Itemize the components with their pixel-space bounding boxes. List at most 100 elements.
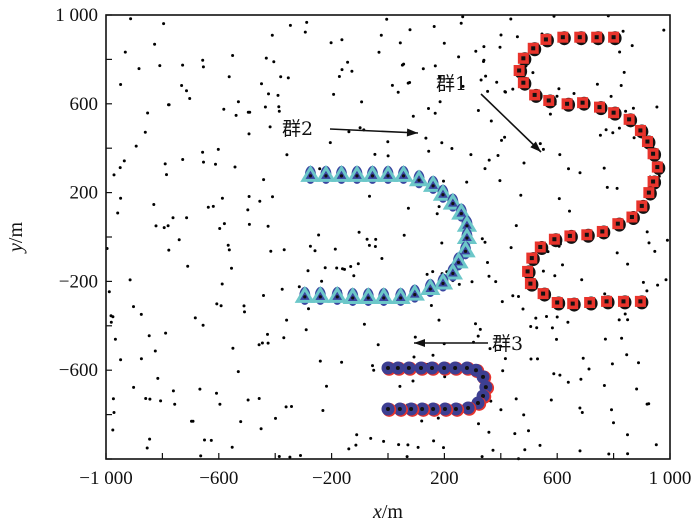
clutter-point (581, 356, 585, 360)
point-center (409, 407, 414, 412)
group-1-point (577, 96, 591, 111)
group-1-point (524, 277, 539, 292)
clutter-point (285, 318, 289, 322)
clutter-point (129, 17, 133, 21)
point-center (565, 101, 570, 106)
x-tick-label: 1 000 (649, 468, 692, 489)
clutter-point (173, 402, 177, 406)
point-center (428, 287, 432, 291)
clutter-point (398, 41, 402, 45)
clutter-point (474, 322, 477, 326)
clutter-point (390, 83, 394, 87)
triangle-marker (422, 174, 444, 192)
clutter-point (260, 82, 263, 86)
clutter-point (621, 29, 625, 33)
clutter-point (266, 341, 270, 345)
group-2-point (432, 183, 454, 203)
clutter-point (477, 422, 480, 426)
group-1-point (513, 64, 528, 79)
clutter-point (631, 106, 635, 110)
clutter-point (474, 49, 478, 53)
triangle-marker (358, 287, 379, 304)
point-center (615, 221, 620, 226)
clutter-point (511, 294, 515, 298)
point-center (308, 174, 313, 178)
clutter-point (457, 282, 461, 286)
point-center (324, 174, 328, 178)
clutter-point (623, 312, 627, 316)
x-tick-label: 200 (430, 468, 459, 489)
point-center (370, 174, 375, 178)
clutter-point (112, 173, 116, 177)
point-center (441, 193, 445, 197)
clutter-point (558, 153, 562, 157)
clutter-point (425, 272, 429, 276)
clutter-point (494, 280, 498, 284)
point-center (366, 296, 370, 300)
point-center (453, 365, 458, 370)
clutter-point (263, 105, 267, 109)
triangle-marker (327, 285, 348, 303)
clutter-point (624, 109, 628, 113)
clutter-point (215, 302, 219, 306)
clutter-point (154, 224, 158, 228)
point-center (318, 295, 322, 299)
clutter-point (227, 75, 231, 79)
point-center (655, 165, 660, 170)
group-2-point (373, 287, 394, 306)
clutter-point (587, 367, 591, 371)
clutter-point (529, 357, 533, 361)
clutter-point (567, 167, 570, 171)
clutter-point (119, 358, 123, 362)
point-center (431, 184, 435, 188)
group-2-point (451, 202, 472, 222)
group-1-point (517, 52, 532, 67)
axis-ticks (105, 14, 671, 460)
clutter-point (177, 238, 181, 242)
clutter-point (398, 384, 402, 388)
point-center (645, 139, 650, 144)
clutter-point (271, 195, 274, 199)
point-center (442, 365, 447, 370)
clutter-point (515, 35, 519, 39)
clutter-point (111, 315, 115, 319)
clutter-point (598, 133, 602, 137)
point-center (351, 296, 355, 300)
annotation-group-2: 群2 (282, 118, 313, 140)
clutter-point (171, 216, 175, 220)
point-center (531, 46, 536, 51)
clutter-point (411, 114, 415, 118)
y-tick-label: 600 (70, 94, 99, 115)
clutter-point (234, 113, 238, 117)
clutter-point (282, 248, 286, 252)
tick-labels: −1 000 −600 −200 200 600 1 000 1 000 600 200 −200… (55, 5, 691, 489)
clutter-point (622, 70, 626, 74)
clutter-point (201, 65, 205, 69)
group-2-point (315, 164, 337, 184)
clutter-point (595, 82, 599, 86)
clutter-point (153, 349, 157, 353)
group-1-point (534, 240, 549, 255)
clutter-point (615, 251, 619, 255)
clutter-point (258, 199, 262, 203)
clutter-point (215, 391, 218, 395)
point-center (587, 300, 592, 305)
point-center (431, 407, 436, 412)
clutter-point (522, 413, 526, 417)
clutter-point (427, 149, 431, 153)
clutter-point (386, 140, 390, 144)
clutter-point (536, 357, 539, 361)
clutter-point (132, 385, 136, 389)
clutter-point (549, 398, 553, 402)
clutter-point (429, 304, 433, 307)
clutter-point (266, 224, 270, 228)
clutter-point (523, 448, 527, 452)
clutter-point (561, 263, 564, 267)
clutter-point (111, 428, 115, 432)
clutter-point (487, 274, 491, 278)
group-1-point (581, 228, 595, 243)
clutter-point (626, 318, 630, 322)
clutter-point (167, 103, 170, 107)
clutter-point (202, 160, 205, 164)
clutter-point (558, 373, 562, 377)
